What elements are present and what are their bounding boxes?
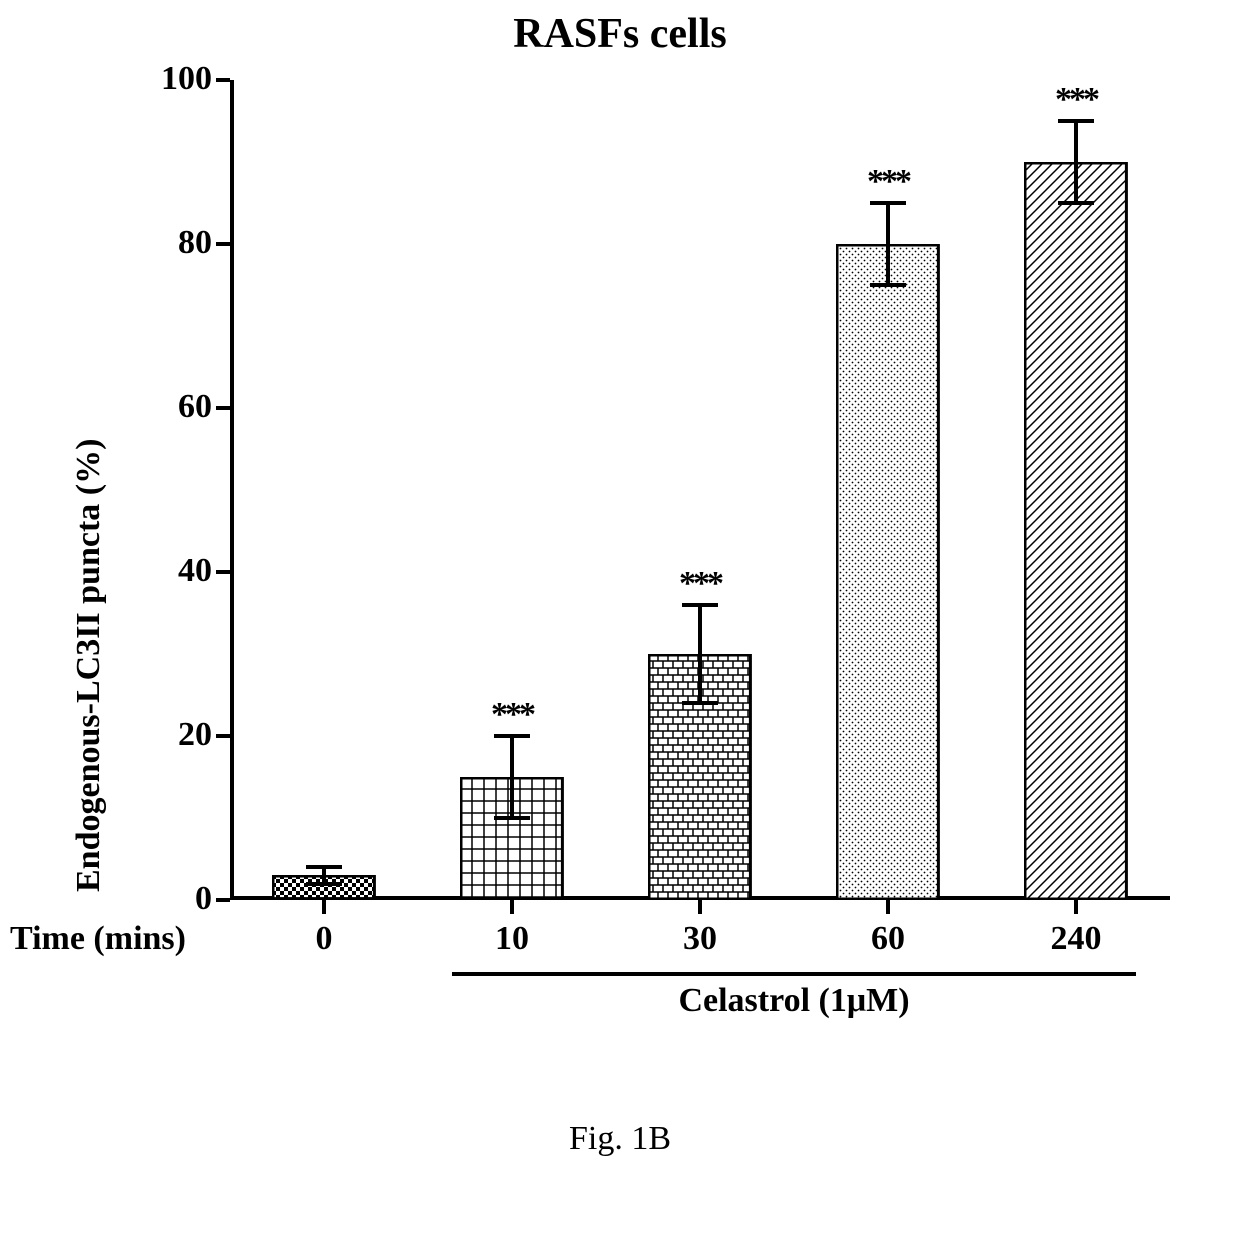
y-tick	[216, 78, 230, 82]
y-axis-label: Endogenous-LC3II puncta (%)	[70, 438, 108, 891]
y-tick-label: 0	[140, 880, 212, 918]
error-cap	[870, 283, 906, 287]
x-category-label: 60	[828, 920, 948, 958]
error-cap	[682, 603, 718, 607]
figure-container: RASFs cells	[0, 0, 1240, 1236]
x-tick	[698, 900, 702, 914]
y-tick	[216, 570, 230, 574]
x-category-label: 10	[452, 920, 572, 958]
error-cap	[306, 865, 342, 869]
error-cap	[682, 701, 718, 705]
x-axis-title: Time (mins)	[10, 920, 186, 958]
treatment-underline	[452, 972, 1135, 976]
x-tick	[322, 900, 326, 914]
significance-marker: ***	[462, 696, 562, 734]
y-tick-label: 40	[140, 552, 212, 590]
y-tick-label: 20	[140, 716, 212, 754]
y-axis-line	[230, 80, 234, 900]
significance-marker: ***	[1026, 81, 1126, 119]
x-tick	[1074, 900, 1078, 914]
error-bar	[886, 203, 890, 285]
bar	[836, 244, 939, 900]
error-cap	[306, 882, 342, 886]
plot-area: *** *** *** ***	[230, 80, 1170, 900]
y-tick	[216, 242, 230, 246]
treatment-label: Celastrol (1μM)	[452, 982, 1135, 1020]
y-tick	[216, 898, 230, 902]
x-category-label: 240	[1016, 920, 1136, 958]
y-tick-label: 100	[140, 60, 212, 98]
significance-marker: ***	[650, 565, 750, 603]
y-tick-label: 80	[140, 224, 212, 262]
figure-label: Fig. 1B	[0, 1120, 1240, 1158]
error-cap	[494, 734, 530, 738]
x-tick	[886, 900, 890, 914]
error-cap	[1058, 119, 1094, 123]
error-bar	[1074, 121, 1078, 203]
y-tick	[216, 406, 230, 410]
bar	[1024, 162, 1127, 900]
x-tick	[510, 900, 514, 914]
x-category-label: 0	[264, 920, 384, 958]
y-tick	[216, 734, 230, 738]
error-cap	[494, 816, 530, 820]
chart-title: RASFs cells	[0, 10, 1240, 58]
error-bar	[698, 605, 702, 703]
significance-marker: ***	[838, 163, 938, 201]
error-bar	[510, 736, 514, 818]
x-category-label: 30	[640, 920, 760, 958]
y-tick-label: 60	[140, 388, 212, 426]
error-cap	[870, 201, 906, 205]
error-cap	[1058, 201, 1094, 205]
